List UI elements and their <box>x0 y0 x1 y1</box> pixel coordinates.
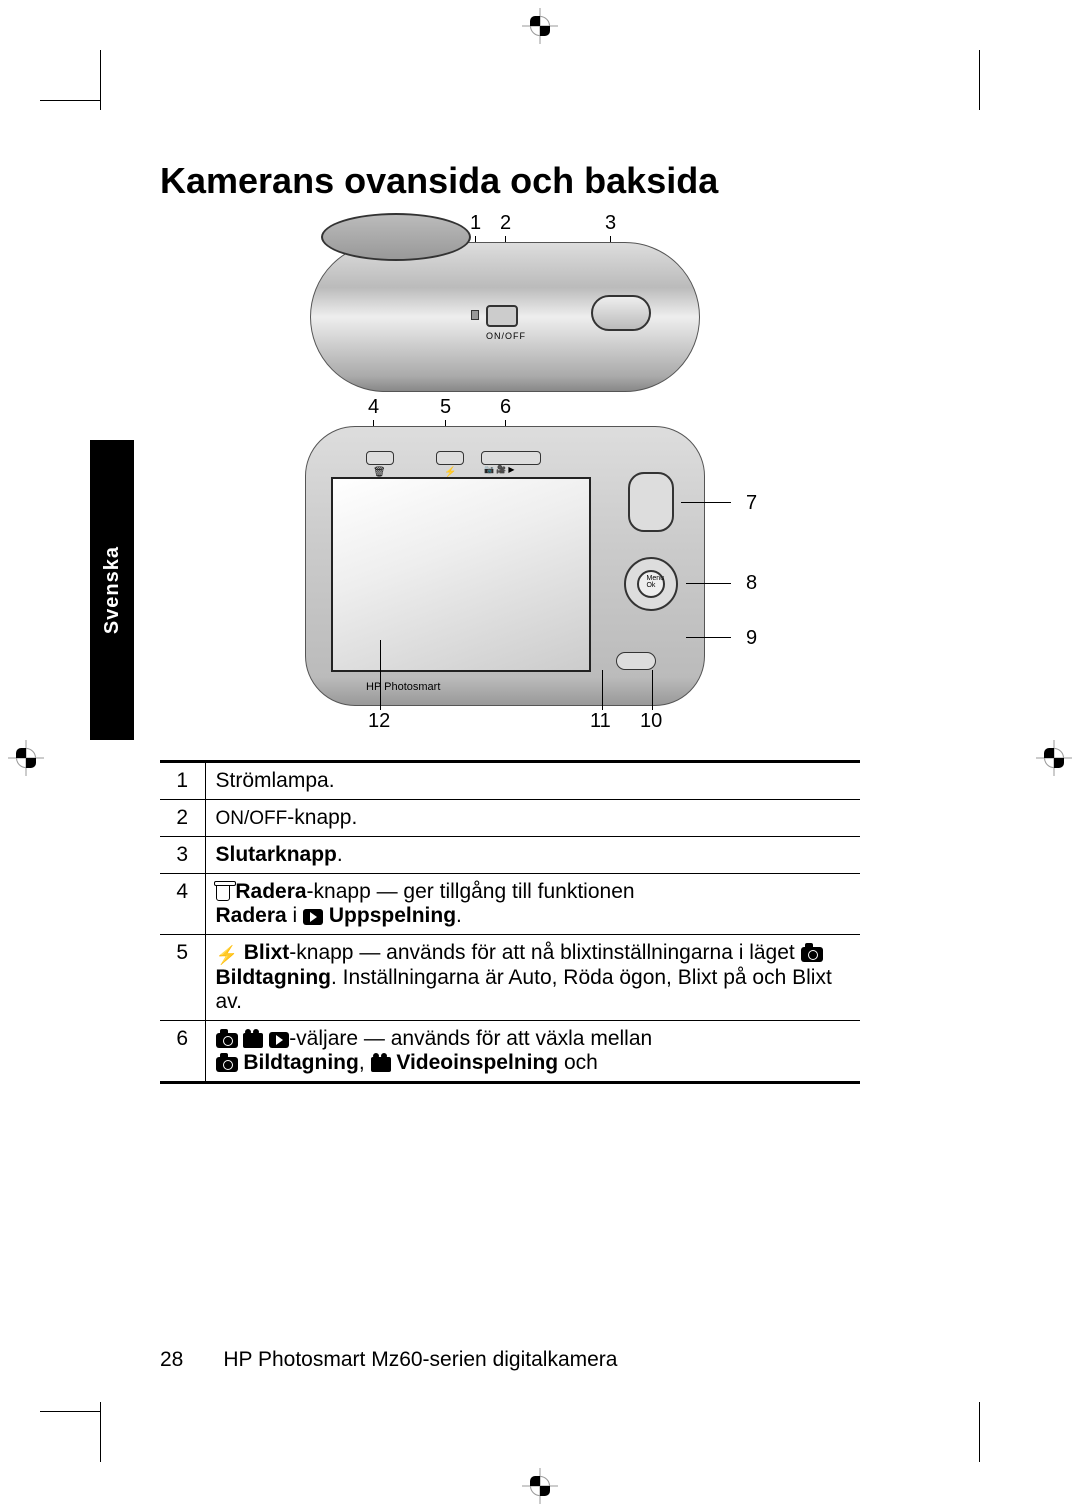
parts-table: 1 Strömlampa. 2 ON/OFF-knapp. 3 Slutarkn… <box>160 760 860 1084</box>
page-number: 28 <box>160 1348 183 1372</box>
crop-line <box>979 1402 980 1462</box>
callout-3: 3 <box>605 212 616 235</box>
crop-mark-bottom <box>522 1468 558 1504</box>
trash-icon <box>216 885 230 901</box>
camera-top-view: ON/OFF <box>310 242 700 392</box>
crop-line <box>100 1402 101 1462</box>
video-icon <box>371 1057 391 1072</box>
table-row: 1 Strömlampa. <box>160 762 860 800</box>
callout-4: 4 <box>368 396 379 419</box>
table-row: 6 -väljare — används för att växla mella… <box>160 1021 860 1083</box>
callout-2: 2 <box>500 212 511 235</box>
table-row: 4 Radera-knapp — ger tillgång till funkt… <box>160 874 860 935</box>
callout-10: 10 <box>640 710 662 733</box>
language-label: Svenska <box>101 546 124 634</box>
crop-line <box>40 100 100 101</box>
flash-icon: ⚡ <box>216 945 238 966</box>
callout-8: 8 <box>746 572 757 595</box>
camera-icon <box>801 947 823 962</box>
camera-icon <box>216 1057 238 1072</box>
camera-diagram: 1 2 3 ON/OFF 4 5 6 🗑 ⚡ <box>300 212 730 740</box>
video-icon <box>243 1033 263 1048</box>
callout-12: 12 <box>368 710 390 733</box>
crop-mark-left <box>8 740 44 776</box>
camera-back-view: 🗑 ⚡ 📷 🎥 ▶ HP Photosmart Menu Ok 7 8 9 <box>305 426 705 706</box>
callout-5: 5 <box>440 396 451 419</box>
callout-1: 1 <box>470 212 481 235</box>
callout-7: 7 <box>746 492 757 515</box>
page-footer: 28 HP Photosmart Mz60-serien digitalkame… <box>160 1348 980 1372</box>
crop-mark-top <box>522 8 558 44</box>
hp-brand-label: HP Photosmart <box>366 681 440 693</box>
callout-9: 9 <box>746 627 757 650</box>
onoff-label: ON/OFF <box>486 331 526 341</box>
table-row: 5 ⚡ Blixt-knapp — används för att nå bli… <box>160 935 860 1021</box>
page-content: Svenska Kamerans ovansida och baksida 1 … <box>100 140 980 1372</box>
camera-lcd <box>331 477 591 672</box>
callout-6: 6 <box>500 396 511 419</box>
camera-icon <box>216 1033 238 1048</box>
menu-ok-label: Menu Ok <box>646 575 664 589</box>
play-icon <box>269 1032 289 1048</box>
crop-line <box>979 50 980 110</box>
play-icon <box>303 909 323 925</box>
crop-line <box>100 50 101 110</box>
crop-line <box>40 1411 100 1412</box>
footer-text: HP Photosmart Mz60-serien digitalkamera <box>223 1348 617 1372</box>
page-title: Kamerans ovansida och baksida <box>160 160 980 202</box>
callout-11: 11 <box>590 710 611 733</box>
table-row: 2 ON/OFF-knapp. <box>160 800 860 837</box>
table-row: 3 Slutarknapp. <box>160 837 860 874</box>
language-tab: Svenska <box>90 440 134 740</box>
crop-mark-right <box>1036 740 1072 776</box>
